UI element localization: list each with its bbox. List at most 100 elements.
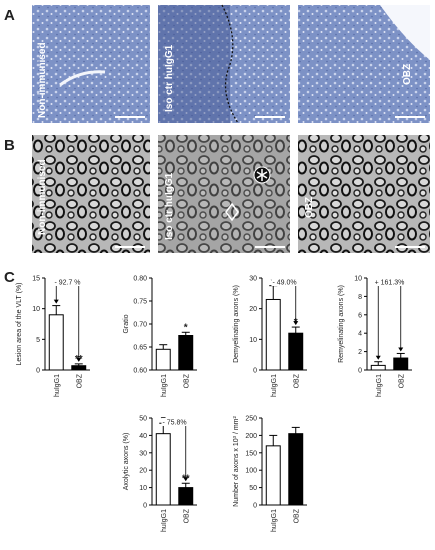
annotation: + 161.3% [375, 280, 405, 287]
image-label: Non-immunised [37, 42, 48, 118]
image-label: Iso ctr huIgG1 [164, 44, 175, 112]
arrow-head [375, 355, 381, 360]
bar-chart: 0 5 10 15 Lesion area of the VLT (%) huIgG1 OB… [16, 276, 90, 397]
y-tick-label: 4 [358, 331, 362, 338]
y-axis-title: Number of axons x 10³ / mm² [233, 416, 240, 507]
x-tick-label: OBZ [293, 373, 300, 388]
y-tick-label: 0 [253, 503, 257, 510]
x-tick-label: OBZ [183, 508, 190, 523]
y-tick-label: 10 [139, 485, 147, 492]
micrograph [298, 135, 430, 253]
bar [48, 314, 64, 371]
bar [370, 364, 386, 371]
y-tick-label: 6 [358, 312, 362, 319]
y-tick-label: 10 [354, 276, 362, 283]
y-tick-label: 0 [36, 368, 40, 375]
annotation-bg [161, 418, 188, 426]
y-tick-label: 20 [249, 306, 257, 313]
image-label: Non-immunised [37, 159, 48, 235]
x-tick-label: OBZ [76, 373, 83, 388]
y-tick-label: 50 [249, 485, 257, 492]
x-tick-label: huIgG1 [54, 374, 61, 397]
x-tick-label: huIgG1 [376, 374, 383, 397]
y-tick-label: 0 [253, 368, 257, 375]
y-tick-label: 0.80 [133, 276, 147, 283]
y-tick-label: 40 [139, 433, 147, 440]
micrograph [158, 5, 290, 123]
y-tick-label: 250 [245, 416, 257, 423]
arrow-head [398, 347, 404, 352]
x-tick-label: huIgG1 [161, 374, 168, 397]
arrow-head [293, 321, 299, 326]
arrow-head [183, 477, 189, 482]
asterisk-marker [256, 169, 268, 181]
x-tick-label: huIgG1 [271, 509, 278, 532]
y-axis-title: Demyelinating axons (%) [233, 285, 240, 363]
micrograph-shade [158, 135, 290, 253]
x-tick-label: OBZ [183, 373, 190, 388]
y-axis-title: Gratio [123, 314, 130, 333]
y-tick-label: 200 [245, 433, 257, 440]
y-tick-label: 30 [139, 450, 147, 457]
bar [288, 332, 304, 371]
x-tick-label: huIgG1 [161, 509, 168, 532]
panel-a: A Non-immunised Iso ctr huIgG1 OBZ [4, 4, 430, 124]
x-tick-label: OBZ [293, 508, 300, 523]
bar [288, 433, 304, 506]
significance: * [184, 322, 188, 333]
bar [265, 298, 281, 371]
image-label: OBZ [402, 64, 413, 85]
micrograph [158, 135, 290, 253]
annotation: - 92.7 % [54, 280, 80, 287]
y-tick-label: 50 [139, 416, 147, 423]
bar-chart: 0 2 4 6 8 10 Remyelinating axons (%) huIgG1 OBZ +… [338, 276, 412, 397]
y-tick-label: 100 [245, 468, 257, 475]
y-axis-title: Axolytic axons (%) [123, 433, 130, 491]
annotation: - 49.0% [272, 280, 296, 287]
bar [155, 348, 171, 371]
y-tick-label: 30 [249, 276, 257, 283]
image-label: OBZ [304, 197, 315, 218]
panel-b: B Non-immunised Iso ctr huIgG1 OBZ [4, 135, 430, 253]
lesion-border [221, 4, 239, 124]
y-tick-label: 0 [358, 368, 362, 375]
y-tick-label: 10 [249, 337, 257, 344]
annotation-bg [271, 278, 298, 286]
y-tick-label: 0 [143, 503, 147, 510]
bar [265, 445, 281, 506]
panel-letter: C [4, 269, 15, 286]
panel-letter: A [4, 7, 15, 24]
micrograph [32, 5, 150, 123]
tissue-edge [380, 5, 430, 60]
y-tick-label: 0.65 [133, 345, 147, 352]
y-tick-label: 10 [32, 306, 40, 313]
arrow-head [76, 357, 82, 362]
bar [178, 335, 194, 371]
y-tick-label: 8 [358, 294, 362, 301]
annotation-bg [373, 278, 406, 286]
y-tick-label: 0.60 [133, 368, 147, 375]
bar [71, 365, 87, 371]
y-axis-title: Remyelinating axons (%) [338, 285, 345, 363]
diamond-marker [225, 202, 239, 222]
annotation-bg [53, 278, 82, 286]
bar [155, 433, 171, 506]
bar-chart: 0.60 0.65 0.70 0.75 0.80 Gratio huIgG1 OBZ * [123, 276, 197, 397]
bar [178, 487, 194, 506]
y-tick-label: 0.75 [133, 299, 147, 306]
y-tick-label: 2 [358, 349, 362, 356]
y-tick-label: 5 [36, 337, 40, 344]
bar-chart: 0 50 100 150 200 250 Number of axons x 10³ / m… [233, 416, 307, 532]
x-tick-label: OBZ [398, 373, 405, 388]
bar [393, 357, 409, 371]
arrow-head [53, 299, 59, 304]
x-tick-label: huIgG1 [271, 374, 278, 397]
panel-letter: B [4, 137, 15, 154]
annotation: - 75.8% [162, 420, 186, 427]
y-tick-label: 0.70 [133, 322, 147, 329]
micrograph [32, 135, 150, 253]
y-axis-title: Lesion area of the VLT (%) [16, 282, 23, 365]
